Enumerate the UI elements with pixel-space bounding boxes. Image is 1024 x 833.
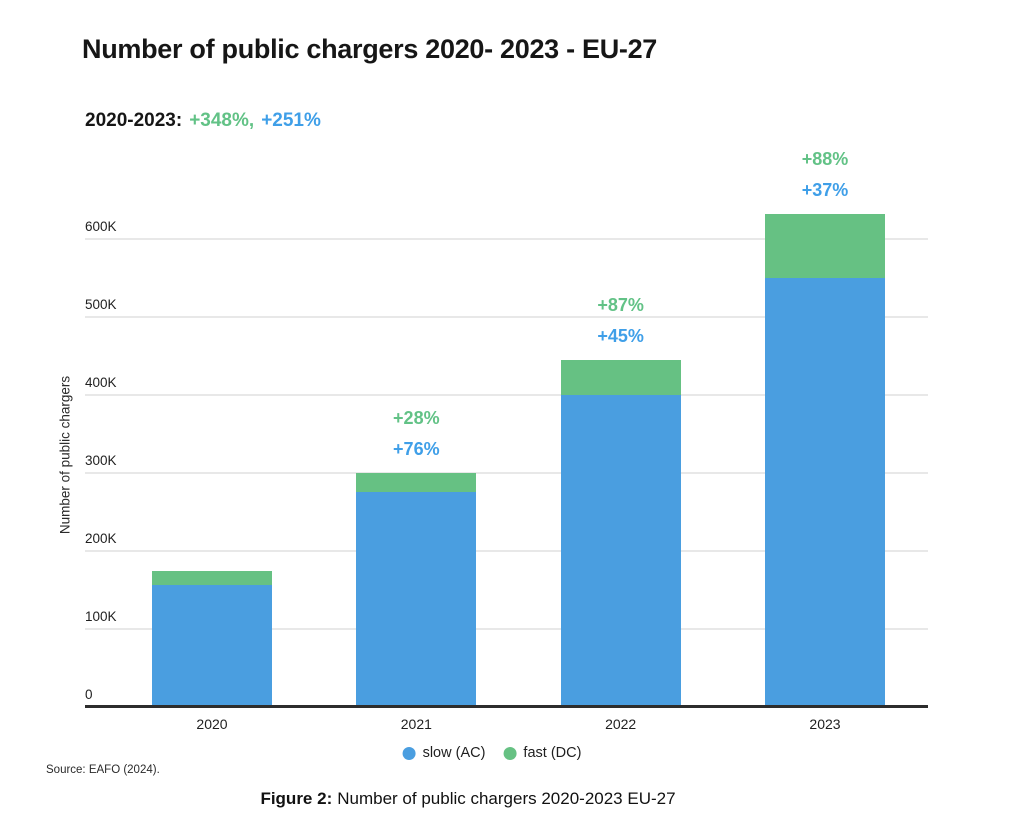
bar-slow-2021 bbox=[356, 491, 477, 707]
y-tick-label: 400K bbox=[85, 375, 117, 390]
gridline bbox=[85, 472, 928, 474]
x-tick-label: 2020 bbox=[196, 716, 228, 732]
growth-label-slow-2023: +37% bbox=[801, 180, 849, 201]
x-tick-label: 2022 bbox=[605, 716, 637, 732]
bar-fast-2021 bbox=[356, 473, 477, 492]
subtitle-period: 2020-2023: bbox=[85, 110, 183, 131]
figure-caption-number: Figure 2: bbox=[260, 789, 333, 808]
x-tick-label: 2023 bbox=[809, 716, 841, 732]
legend-dot-slow-icon bbox=[402, 746, 416, 760]
gridline bbox=[85, 628, 928, 630]
gridline bbox=[85, 316, 928, 318]
y-tick-label: 100K bbox=[85, 609, 117, 624]
growth-label-slow-2021: +76% bbox=[393, 439, 440, 459]
bar-fast-2020 bbox=[152, 570, 272, 585]
subtitle-slow-growth: +251% bbox=[261, 110, 321, 131]
bar-fast-2022 bbox=[560, 359, 681, 395]
figure-caption-text: Number of public chargers 2020-2023 EU-2… bbox=[337, 789, 676, 808]
growth-labels-2023: +88% +37% bbox=[745, 144, 905, 206]
gridline bbox=[85, 394, 928, 396]
bar-slow-2023 bbox=[764, 278, 885, 707]
gridline bbox=[85, 238, 928, 240]
legend: slow (AC) fast (DC) bbox=[402, 745, 581, 761]
growth-label-fast-2021: +28% bbox=[393, 408, 440, 428]
y-tick-label: 300K bbox=[85, 453, 117, 468]
y-tick-label: 500K bbox=[85, 297, 117, 312]
y-tick-label: 0 bbox=[85, 687, 93, 702]
source-note: Source: EAFO (2024). bbox=[46, 764, 160, 776]
bar-slow-2022 bbox=[560, 395, 681, 707]
bar-slow-2020 bbox=[152, 584, 272, 707]
bar-fast-2023 bbox=[764, 214, 885, 278]
legend-item-slow: slow (AC) bbox=[402, 745, 486, 761]
subtitle-fast-growth: +348%, bbox=[189, 110, 255, 131]
growth-label-slow-2022: +45% bbox=[597, 325, 644, 346]
chart-subtitle: 2020-2023: +348%, +251% bbox=[85, 110, 321, 132]
x-axis-line bbox=[85, 705, 928, 708]
legend-label-slow: slow (AC) bbox=[422, 745, 486, 761]
growth-labels-2021: +28% +76% bbox=[336, 403, 496, 465]
gridline bbox=[85, 550, 928, 552]
chart-title: Number of public chargers 2020- 2023 - E… bbox=[82, 34, 658, 64]
legend-label-fast: fast (DC) bbox=[523, 745, 582, 761]
figure-caption: Figure 2: Number of public chargers 2020-… bbox=[260, 789, 675, 809]
growth-labels-2022: +87% +45% bbox=[541, 290, 701, 352]
legend-item-fast: fast (DC) bbox=[503, 745, 581, 761]
x-tick-label: 2021 bbox=[400, 716, 432, 732]
growth-label-fast-2022: +87% bbox=[597, 294, 644, 315]
y-tick-label: 200K bbox=[85, 531, 117, 546]
growth-label-fast-2023: +88% bbox=[801, 149, 849, 170]
y-tick-label: 600K bbox=[85, 219, 117, 234]
legend-dot-fast-icon bbox=[503, 746, 517, 760]
y-axis-title: Number of public chargers bbox=[57, 375, 73, 535]
